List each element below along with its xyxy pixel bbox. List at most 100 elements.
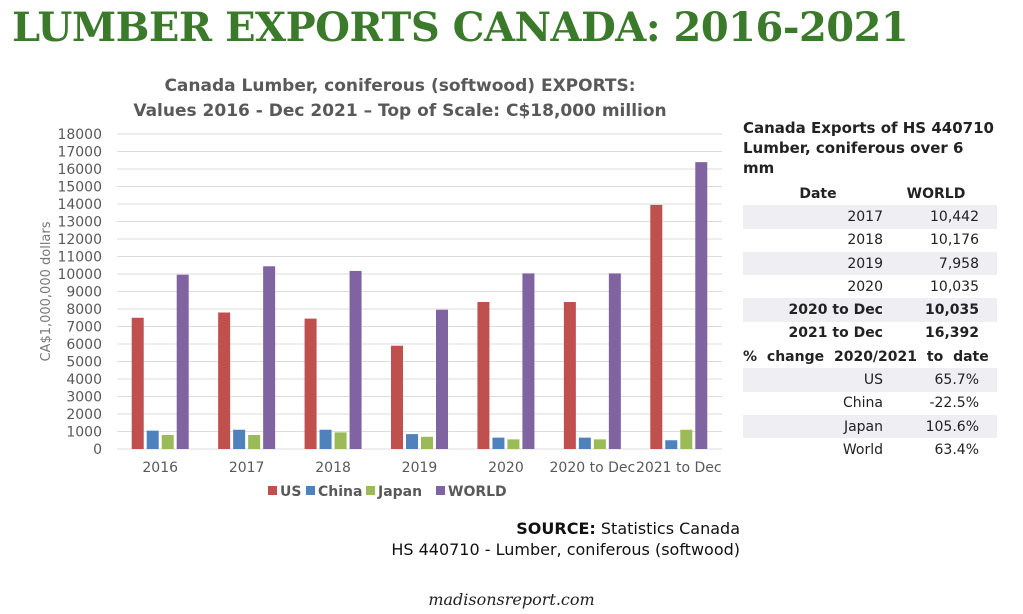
table-row: 2017 10,442	[743, 205, 997, 229]
bar-us	[131, 317, 144, 449]
table-row: 2019 7,958	[743, 251, 997, 276]
bar-us	[650, 204, 663, 449]
row-value: 10,035	[930, 278, 979, 295]
y-tick-label: 2000	[66, 407, 102, 423]
legend-swatch-japan	[366, 486, 375, 495]
y-tick-label: 7000	[66, 320, 102, 336]
y-tick-label: 16000	[57, 162, 102, 178]
row-date: 2019	[847, 255, 883, 272]
row-date: 2020 to Dec	[788, 302, 883, 319]
legend-label: WORLD	[448, 484, 507, 500]
row-value: 10,442	[930, 208, 979, 225]
legend-label: China	[318, 484, 362, 500]
y-tick-label: 13000	[57, 215, 102, 231]
source-label: SOURCE:	[516, 519, 596, 538]
bar-world	[263, 266, 276, 449]
row-value: 10,176	[930, 232, 979, 249]
row-value: 16,392	[924, 325, 979, 342]
bar-china	[146, 430, 159, 449]
bar-china	[492, 437, 505, 449]
y-tick-label: 1000	[66, 425, 102, 441]
pct-row: US 65.7%	[743, 368, 997, 392]
x-tick-label: 2016	[142, 460, 178, 476]
bar-us	[304, 318, 317, 449]
source-text: Statistics Canada	[600, 519, 740, 538]
pct-value: 65.7%	[934, 372, 979, 389]
y-tick-label: 0	[93, 442, 102, 458]
y-tick-label: 6000	[66, 337, 102, 353]
pct-header: % change 2020/2021 to date	[743, 348, 989, 365]
legend-swatch-us	[268, 486, 277, 495]
pct-row: World 63.4%	[743, 438, 997, 461]
pct-label: World	[842, 441, 883, 458]
legend-swatch-china	[306, 486, 315, 495]
row-value: 10,035	[924, 302, 979, 319]
pct-value: -22.5%	[929, 395, 979, 412]
y-tick-label: 4000	[66, 372, 102, 388]
pct-label: US	[863, 372, 883, 389]
bar-world	[176, 274, 189, 449]
y-tick-label: 12000	[57, 232, 102, 248]
y-tick-label: 14000	[57, 197, 102, 213]
source-line2: HS 440710 - Lumber, coniferous (softwood…	[391, 540, 740, 559]
pct-row: China -22.5%	[743, 392, 997, 415]
exports-table: Canada Exports of HS 440710 Lumber, coni…	[743, 118, 997, 462]
x-tick-label: 2020 to Dec	[550, 460, 636, 476]
row-value: 7,958	[938, 255, 979, 272]
y-tick-label: 3000	[66, 390, 102, 406]
chart-title-line1: Canada Lumber, coniferous (softwood) EXP…	[164, 76, 636, 96]
legend-label: US	[280, 484, 301, 500]
page-title: LUMBER EXPORTS CANADA: 2016-2021	[12, 4, 909, 51]
chart-title-line2: Values 2016 - Dec 2021 – Top of Scale: C…	[133, 101, 667, 121]
bar-china	[665, 440, 678, 449]
bar-japan	[334, 432, 347, 449]
legend-label: Japan	[377, 484, 422, 500]
bar-world	[695, 162, 708, 449]
table-row: 2021 to Dec 16,392	[743, 322, 997, 345]
y-tick-label: 17000	[57, 145, 102, 161]
row-date: 2017	[847, 208, 883, 225]
pct-value: 63.4%	[934, 441, 979, 458]
table-row: 2018 10,176	[743, 229, 997, 252]
bar-japan	[593, 439, 606, 449]
bar-us	[563, 302, 576, 449]
x-tick-label: 2020	[488, 460, 524, 476]
y-tick-label: 15000	[57, 180, 102, 196]
x-tick-label: 2021 to Dec	[636, 460, 722, 476]
row-date: 2018	[847, 232, 883, 249]
bar-japan	[421, 436, 433, 449]
footer-site: madisonsreport.com	[428, 590, 595, 609]
bar-china	[406, 434, 418, 449]
table-title-2: Lumber, coniferous over 6 mm	[743, 139, 964, 177]
bar-us	[477, 302, 490, 449]
pct-label: China	[843, 395, 883, 412]
chart-title: Canada Lumber, coniferous (softwood) EXP…	[100, 74, 700, 124]
bar-japan	[680, 429, 693, 449]
bar-china	[319, 429, 332, 449]
x-tick-label: 2017	[229, 460, 265, 476]
table-row: 2020 to Dec 10,035	[743, 298, 997, 322]
col-date: Date	[799, 185, 837, 202]
bar-japan	[161, 435, 174, 449]
bar-japan	[248, 435, 261, 449]
row-date: 2021 to Dec	[788, 325, 883, 342]
row-date: 2020	[847, 278, 883, 295]
table-row: 2020 10,035	[743, 275, 997, 298]
bar-world	[608, 273, 621, 449]
x-tick-label: 2018	[315, 460, 351, 476]
y-tick-label: 10000	[57, 267, 102, 283]
pct-label: Japan	[843, 418, 883, 435]
bar-world	[436, 309, 448, 449]
table-title-1: Canada Exports of HS 440710	[743, 119, 994, 137]
pct-row: Japan 105.6%	[743, 414, 997, 439]
table-header: Date WORLD	[743, 182, 997, 205]
y-axis-label: CA$1,000,000 dollars	[39, 221, 54, 361]
bar-us	[391, 345, 403, 449]
x-tick-label: 2019	[402, 460, 438, 476]
col-world: WORLD	[906, 185, 966, 202]
y-tick-label: 11000	[57, 250, 102, 266]
y-tick-label: 18000	[57, 127, 102, 143]
bar-china	[233, 429, 246, 449]
bar-japan	[507, 439, 520, 449]
